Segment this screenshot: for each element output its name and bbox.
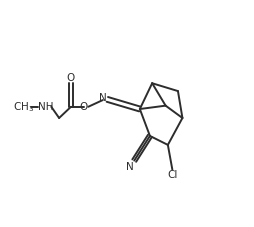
- Text: Cl: Cl: [167, 170, 177, 180]
- Text: N: N: [99, 93, 106, 103]
- Text: NH: NH: [38, 102, 53, 112]
- Text: N: N: [125, 162, 133, 172]
- Text: CH$_3$: CH$_3$: [13, 100, 34, 114]
- Text: O: O: [79, 102, 88, 112]
- Text: O: O: [67, 73, 75, 83]
